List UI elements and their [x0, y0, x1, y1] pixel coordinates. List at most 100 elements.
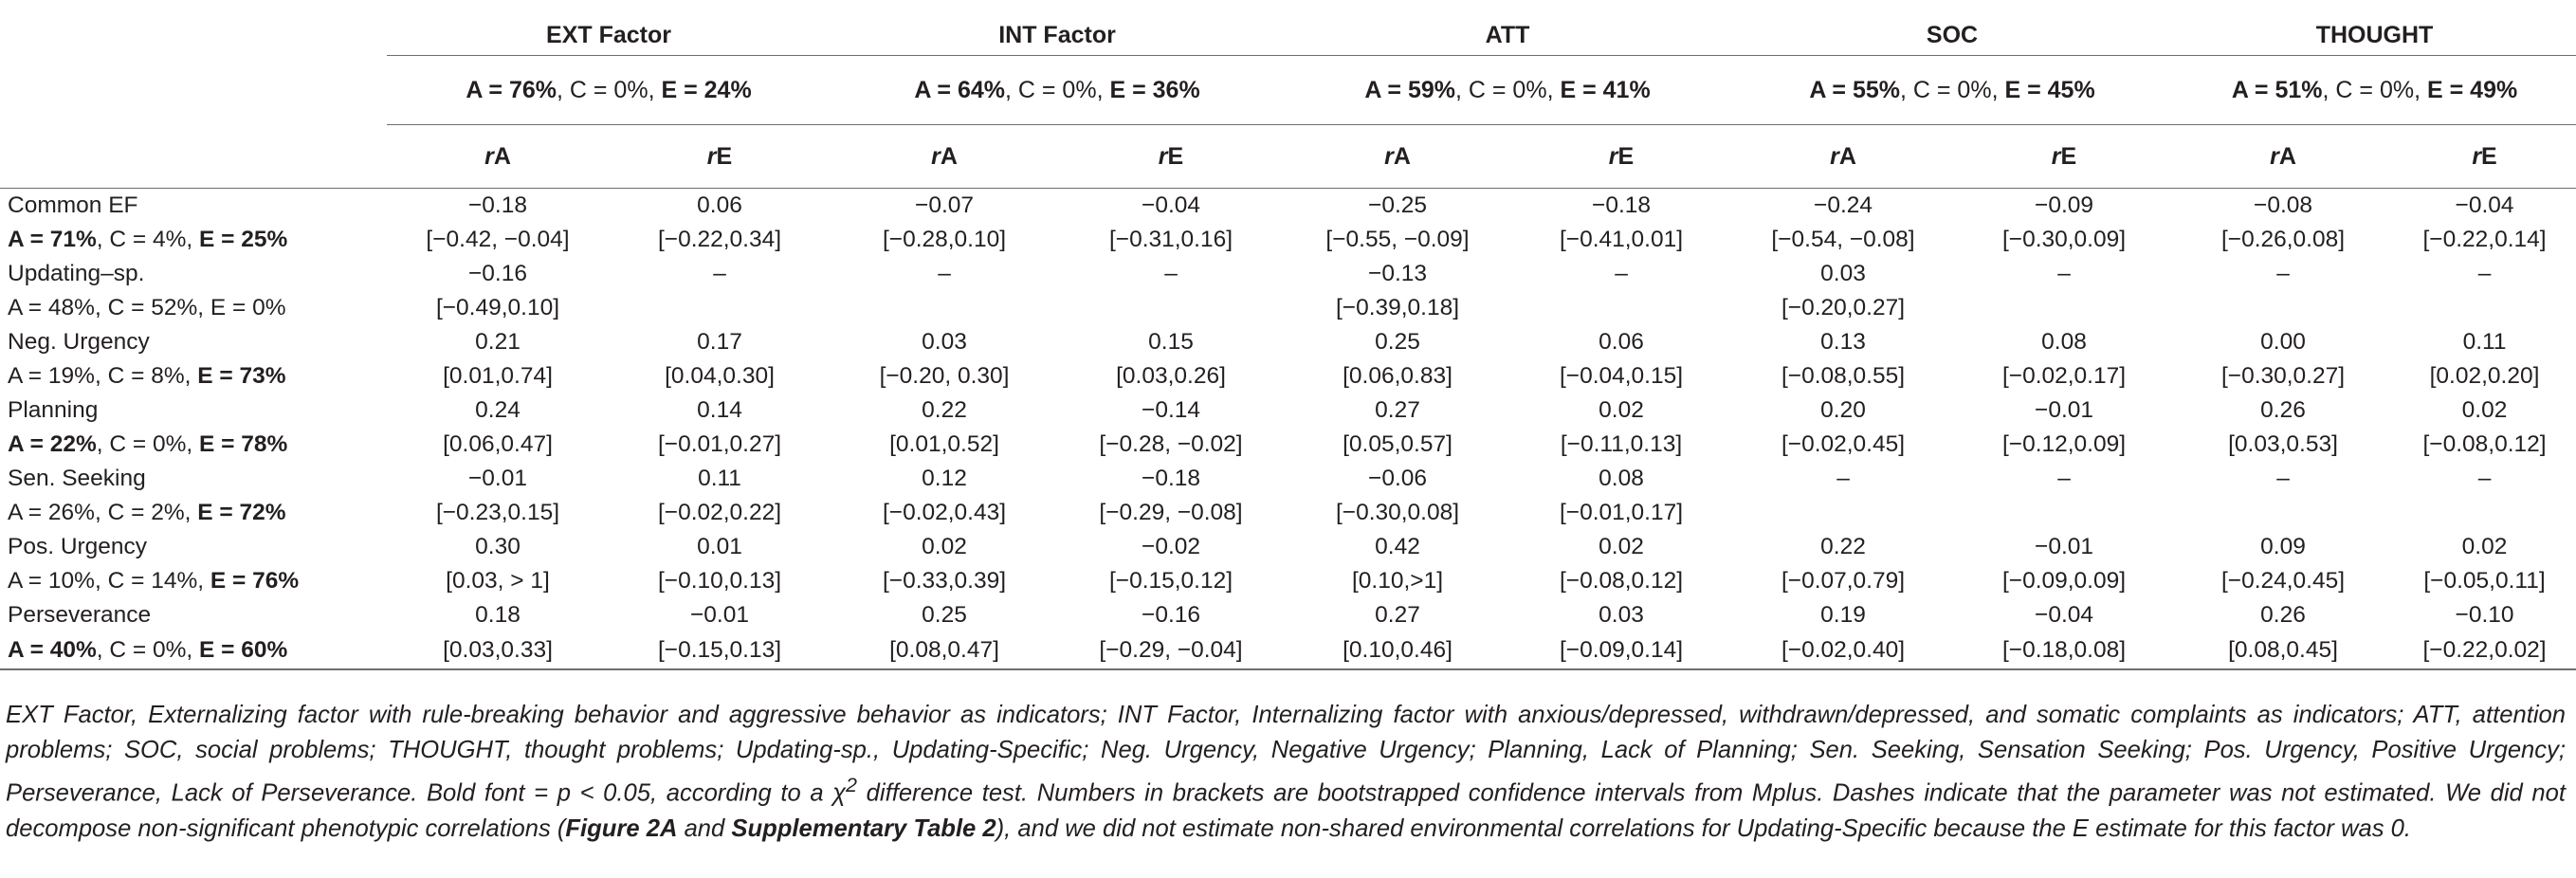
ace-a: A = 26% [8, 500, 95, 525]
row-ace: A = 40%, C = 0%, E = 60% [0, 632, 387, 670]
estimate-cell: −0.04 [1142, 192, 1201, 218]
estimate-cell: −0.04 [2455, 192, 2514, 218]
estimate-cell: – [1615, 261, 1628, 286]
ace-c: C = 8% [107, 363, 185, 389]
estimate-cell: 0.02 [2461, 397, 2508, 423]
ci-cell: [−0.22,0.34] [657, 227, 782, 252]
ci-cell: [−0.39,0.18] [1335, 295, 1460, 320]
table-row: Sen. Seeking −0.01 0.11 0.12 −0.18 −0.06 0.08 –… [0, 462, 2576, 496]
estimate-cell: – [1164, 261, 1178, 286]
ace-e: E = 45% [2004, 76, 2095, 103]
factor-ace: A = 51%, C = 0%, E = 49% [2173, 55, 2576, 125]
ace-e: E = 76% [210, 568, 300, 594]
ace-c: C = 0% [109, 637, 187, 663]
ace-c: C = 0% [1468, 76, 1547, 103]
estimate-cell: −0.01 [468, 466, 527, 491]
estimate-cell: 0.22 [922, 397, 967, 423]
ace-a: A = 64% [914, 76, 1005, 103]
estimate-cell: 0.06 [1599, 329, 1644, 355]
ace-a: A = 55% [1809, 76, 1900, 103]
estimate-cell: −0.01 [2035, 534, 2094, 559]
ci-cell: [−0.31,0.16] [1108, 227, 1233, 252]
table-row: Perseverance 0.18 −0.01 0.25 −0.16 0.27 0.03 0.… [0, 598, 2576, 632]
table-row-ci: A = 26%, C = 2%, E = 72% [−0.23,0.15] [−0.… [0, 496, 2576, 530]
ci-cell: [−0.26,0.08] [2220, 227, 2346, 252]
ci-cell: [−0.04,0.15] [1559, 363, 1684, 389]
ace-c: C = 4% [109, 227, 187, 252]
factor-ace: A = 76%, C = 0%, E = 24% [387, 55, 831, 125]
table-row-ci: A = 19%, C = 8%, E = 73% [0.01,0.74] [0.04… [0, 359, 2576, 393]
ci-cell: [−0.12,0.09] [2001, 431, 2127, 457]
estimate-cell: −0.16 [1142, 602, 1201, 628]
ci-cell: [−0.02,0.40] [1731, 632, 1956, 670]
ci-cell: [−0.02,0.22] [657, 500, 782, 525]
table-body: Common EF −0.18 0.06 −0.07 −0.04 −0.25 −0.18 −0… [0, 189, 2576, 670]
col-header-rE: rE [609, 124, 831, 189]
estimate-cell: −0.18 [1592, 192, 1652, 218]
estimate-cell: 0.30 [475, 534, 521, 559]
ci-cell: [0.01,0.52] [889, 431, 999, 457]
ci-cell: [−0.28, −0.02] [1099, 431, 1243, 457]
ci-cell [1511, 291, 1731, 325]
ci-cell: [−0.01,0.17] [1559, 500, 1684, 525]
estimate-cell: 0.02 [922, 534, 967, 559]
ci-cell: [−0.55, −0.09] [1325, 227, 1470, 252]
ci-cell [831, 291, 1058, 325]
ci-cell: [0.05,0.57] [1343, 431, 1452, 457]
row-ace: A = 71%, C = 4%, E = 25% [8, 227, 288, 252]
col-header-rA: rA [831, 124, 1059, 189]
estimate-cell: 0.19 [1820, 602, 1866, 628]
ci-cell: [−0.29, −0.08] [1099, 500, 1243, 525]
ci-cell: [−0.08,0.12] [1559, 568, 1684, 594]
estimate-cell: 0.14 [697, 397, 742, 423]
ace-a: A = 76% [466, 76, 557, 103]
estimate-cell: 0.03 [1599, 602, 1644, 628]
results-table: EXT Factor INT Factor ATT SOC THOUGHT A = 76… [0, 0, 2576, 670]
estimate-cell: – [713, 261, 726, 286]
ace-a: A = 10% [8, 568, 95, 594]
estimate-cell: 0.09 [2260, 534, 2306, 559]
ci-cell: [0.08,0.45] [2173, 632, 2394, 670]
ci-cell: [−0.29, −0.04] [1058, 632, 1285, 670]
estimate-cell: 0.02 [1599, 534, 1644, 559]
ace-a: A = 51% [2231, 76, 2323, 103]
table-row: Pos. Urgency 0.30 0.01 0.02 −0.02 0.42 0.02 0.2… [0, 530, 2576, 564]
ace-c: C = 2% [107, 500, 185, 525]
estimate-cell: – [2477, 261, 2492, 286]
ci-cell: [−0.54, −0.08] [1771, 227, 1915, 252]
ace-e: E = 24% [661, 76, 752, 103]
ci-cell: [−0.02,0.17] [2001, 363, 2127, 389]
factor-header: ATT [1284, 0, 1732, 56]
ci-cell: [0.06,0.47] [443, 431, 553, 457]
supplementary-table-2-ref[interactable]: Supplementary Table 2 [731, 814, 996, 842]
ci-cell [2393, 496, 2576, 530]
factor-header: EXT Factor [387, 0, 831, 56]
ci-cell: [−0.22,0.02] [2393, 632, 2576, 670]
estimate-cell: −0.01 [2035, 397, 2094, 423]
estimate-cell: 0.22 [1820, 534, 1866, 559]
ci-cell: [−0.42, −0.04] [426, 227, 570, 252]
ci-cell: [0.03,0.26] [1116, 363, 1226, 389]
ace-e: E = 41% [1560, 76, 1651, 103]
row-label: Sen. Seeking [8, 466, 146, 491]
ci-cell: [0.10,>1] [1351, 568, 1444, 594]
estimate-cell: – [1836, 466, 1850, 491]
ci-cell: [−0.20, 0.30] [879, 363, 1010, 389]
estimate-cell: 0.27 [1375, 602, 1420, 628]
estimate-cell: 0.17 [697, 329, 742, 355]
col-header-rE: rE [1955, 124, 2174, 189]
estimate-cell: −0.25 [1368, 192, 1428, 218]
figure-2a-ref[interactable]: Figure 2A [565, 814, 678, 842]
factor-header-row: EXT Factor INT Factor ATT SOC THOUGHT [0, 0, 2576, 56]
ci-cell: [−0.11,0.13] [1560, 431, 1683, 457]
ci-cell: [0.06,0.83] [1343, 363, 1452, 389]
ace-c: C = 0% [2335, 76, 2415, 103]
estimate-cell: 0.15 [1148, 329, 1194, 355]
ci-cell: [0.03,0.53] [2228, 431, 2338, 457]
estimate-cell: 0.18 [475, 602, 521, 628]
ci-cell: [0.03,0.33] [387, 632, 609, 670]
ci-cell [1955, 496, 2173, 530]
row-label: Common EF [8, 192, 138, 218]
table-row: Neg. Urgency 0.21 0.17 0.03 0.15 0.25 0.06 0.13… [0, 325, 2576, 359]
